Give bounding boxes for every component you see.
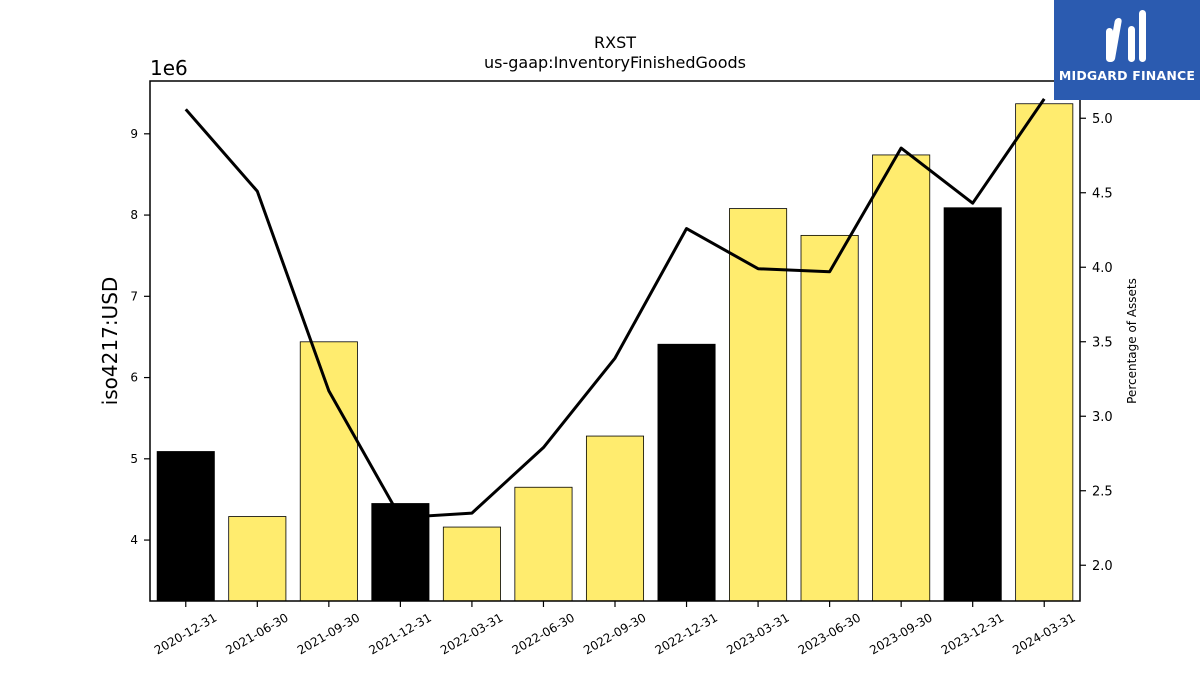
y2-tick-label: 4.5 <box>1092 187 1113 202</box>
y2-tick-label: 3.0 <box>1092 410 1113 425</box>
y-tick-label: 8 <box>130 208 138 222</box>
y-axis-label: iso4217:USD <box>98 277 122 406</box>
chart-title: RXST <box>594 33 636 52</box>
y-tick-label: 5 <box>130 452 138 466</box>
y-tick-label: 7 <box>130 289 138 303</box>
x-tick-label: 2022-03-31 <box>438 610 505 657</box>
y2-tick-label: 2.5 <box>1092 485 1113 500</box>
bar-2023-12-31 <box>943 207 1002 602</box>
y2-tick-label: 3.5 <box>1092 336 1113 351</box>
y-tick-label: 9 <box>130 127 138 141</box>
bar-2024-03-31 <box>1015 103 1074 602</box>
bar-2023-06-30 <box>800 234 859 602</box>
bar-2021-06-30 <box>228 516 287 602</box>
y2-axis-label: Percentage of Assets <box>1125 278 1139 404</box>
bar-2022-06-30 <box>514 486 573 602</box>
y-tick-label: 4 <box>130 533 138 547</box>
x-tick-label: 2022-06-30 <box>510 610 577 657</box>
x-tick-label: 2021-12-31 <box>366 610 433 657</box>
x-tick-label: 2022-09-30 <box>581 610 648 657</box>
y-tick-label: 6 <box>130 371 138 385</box>
x-tick-label: 2020-12-31 <box>152 610 219 657</box>
bar-2022-03-31 <box>442 526 501 602</box>
bar-2020-12-31 <box>156 451 215 602</box>
x-tick-label: 2021-06-30 <box>223 610 290 657</box>
logo-mark-icon <box>1106 10 1146 62</box>
y2-tick-label: 2.0 <box>1092 559 1113 574</box>
x-tick-label: 2021-09-30 <box>295 610 362 657</box>
x-tick-label: 2022-12-31 <box>653 610 720 657</box>
x-tick-label: 2023-09-30 <box>867 610 934 657</box>
x-tick-label: 2023-03-31 <box>724 610 791 657</box>
bar-2022-09-30 <box>585 435 645 602</box>
brand-logo: MIDGARD FINANCE <box>1054 0 1200 100</box>
x-tick-label: 2024-03-31 <box>1010 610 1077 657</box>
bar-2023-03-31 <box>729 208 788 602</box>
y-scale-label: 1e6 <box>150 56 188 80</box>
percentage-line <box>184 98 1046 520</box>
bar-2023-09-30 <box>872 154 931 602</box>
y2-tick-label: 4.0 <box>1092 261 1113 276</box>
x-tick-label: 2023-12-31 <box>939 610 1006 657</box>
bar-2021-12-31 <box>371 503 430 602</box>
logo-text: MIDGARD FINANCE <box>1058 68 1196 83</box>
x-tick-label: 2023-06-30 <box>796 610 863 657</box>
chart-subtitle: us-gaap:InventoryFinishedGoods <box>484 53 746 72</box>
bar-2021-09-30 <box>299 341 358 602</box>
y2-tick-label: 5.0 <box>1092 112 1113 127</box>
bar-2022-12-31 <box>657 343 716 602</box>
